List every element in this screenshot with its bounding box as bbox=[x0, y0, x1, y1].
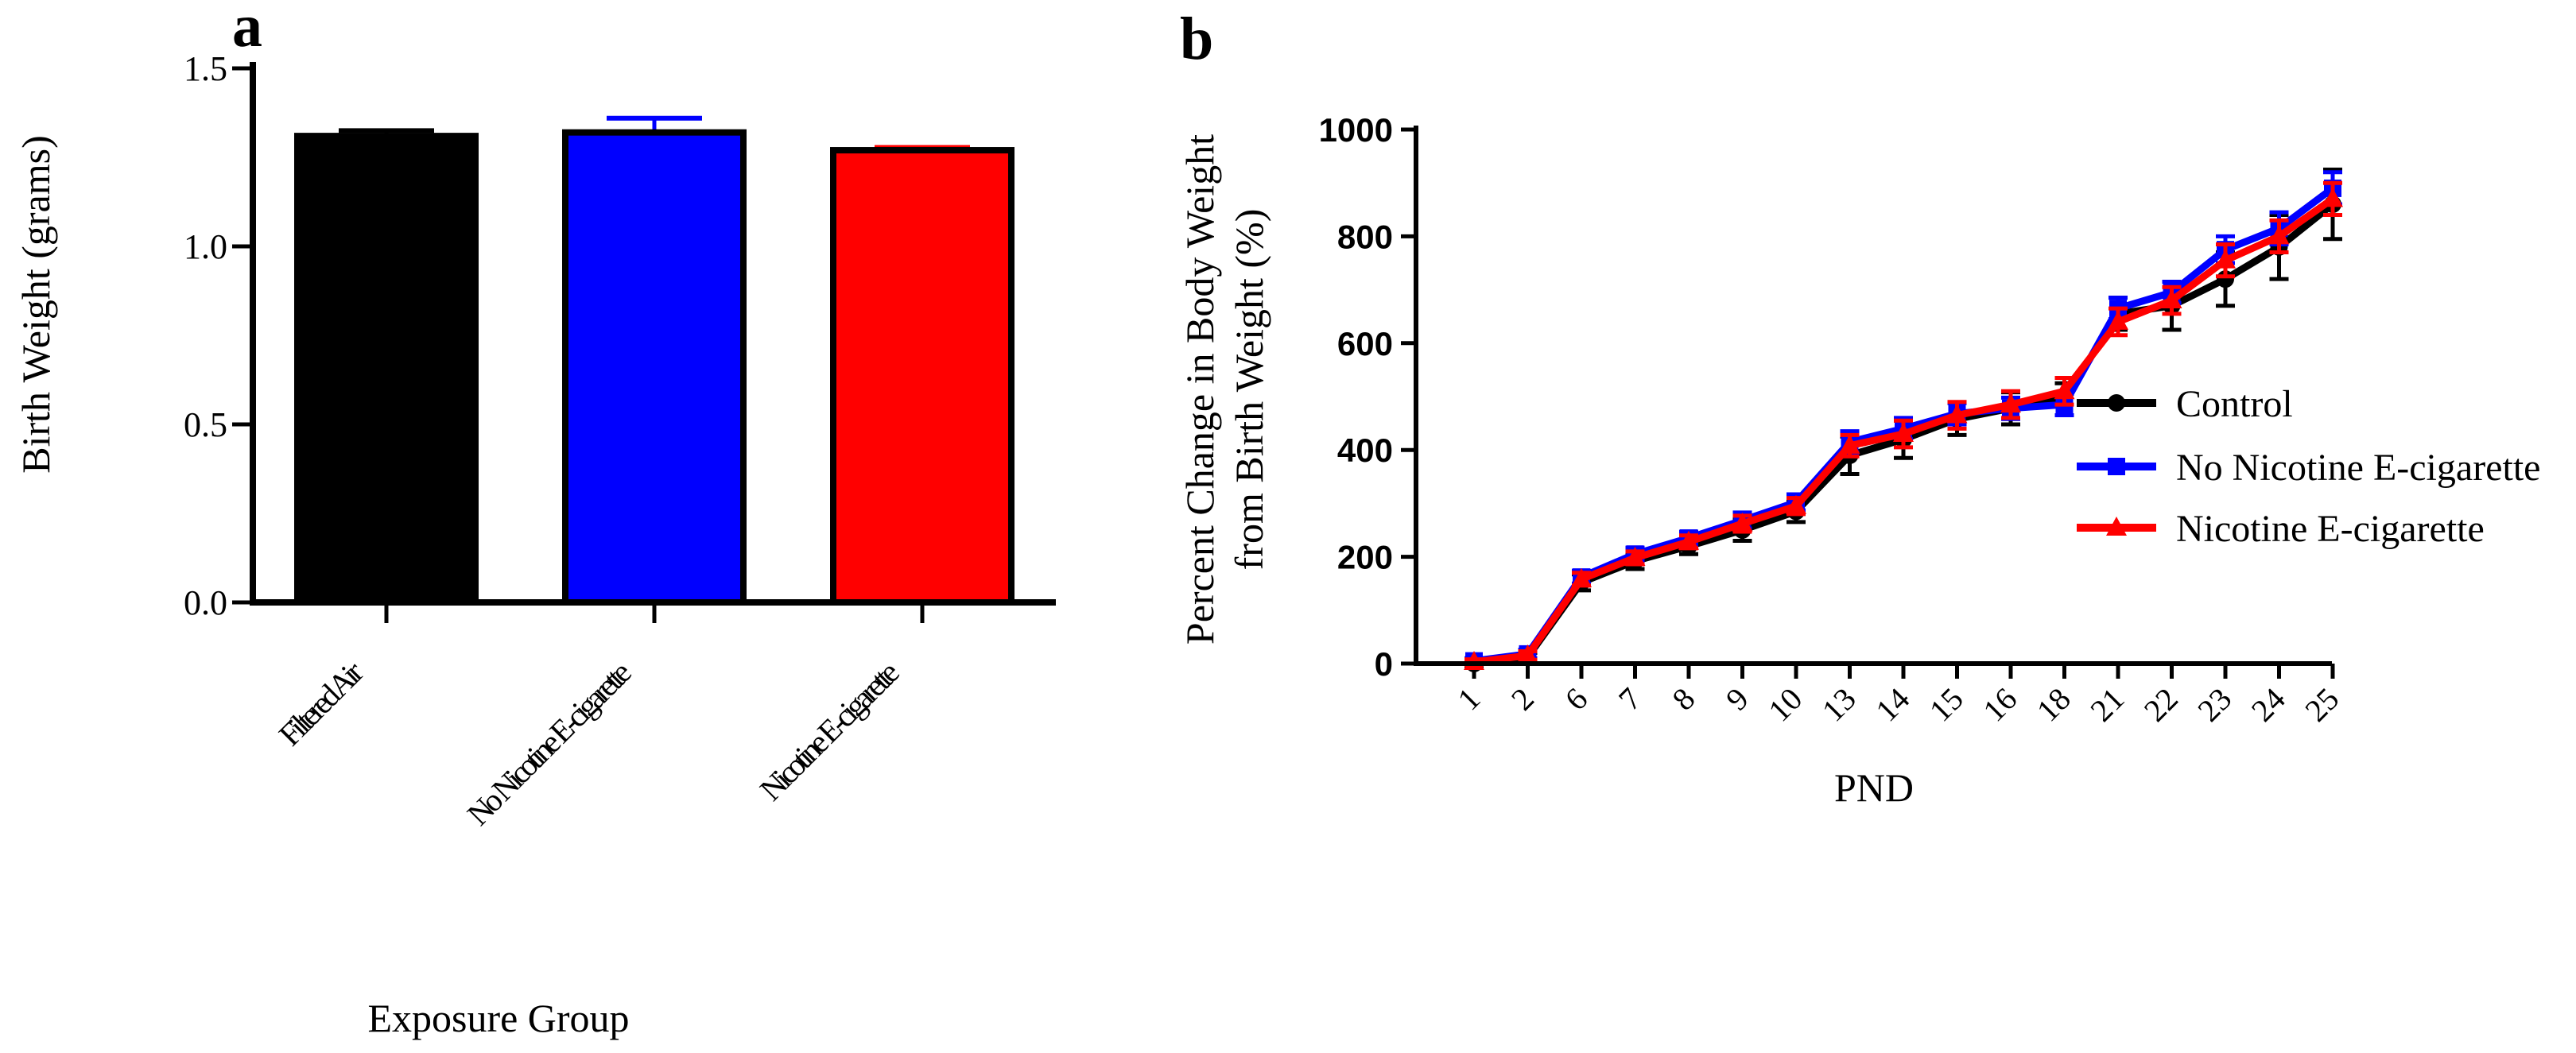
panel-b-data-point bbox=[2215, 249, 2236, 269]
panel-b-data-point bbox=[1839, 434, 1860, 454]
panel-b-x-tick-label: 8 bbox=[1665, 681, 1701, 718]
panel-b-x-tick-label: 7 bbox=[1612, 681, 1648, 718]
panel-b-y-tick-label: 600 bbox=[1337, 325, 1393, 362]
panel-b-series bbox=[1464, 167, 2343, 672]
panel-a-y-tick-label: 0.5 bbox=[184, 405, 227, 444]
panel-b-y-axis-title-line-2: from Birth Weight (%) bbox=[1227, 209, 1271, 571]
panel-a-x-tick-label: Filtered Air bbox=[272, 654, 370, 753]
panel-b-legend-marker bbox=[2108, 394, 2125, 412]
panel-b-legend-marker bbox=[2108, 458, 2125, 475]
panel-a-y-axis-title: Birth Weight (grams) bbox=[14, 135, 58, 474]
panel-b-legend: Control No Nicotine E-cigarette Nicotine E… bbox=[2077, 383, 2540, 550]
panel-b-x-tick-label: 21 bbox=[2083, 681, 2131, 729]
panel-a-label: a bbox=[232, 0, 262, 60]
panel-b-data-point bbox=[1786, 494, 1806, 514]
panel-b-data-point bbox=[1517, 644, 1538, 664]
panel-b-data-point bbox=[2268, 225, 2290, 245]
panel-a-bar bbox=[830, 147, 1014, 606]
panel-a-y-tick-label: 1.5 bbox=[184, 49, 227, 88]
panel-b-x-tick-label: 18 bbox=[2030, 681, 2077, 729]
panel-b-x-tick-label: 15 bbox=[1922, 681, 1970, 729]
panel-b-data-point bbox=[1678, 530, 1699, 550]
panel-a-x-tick-label: No Nicotine E-cigarette bbox=[460, 655, 638, 833]
panel-b-y-axis-title-line-1: Percent Change in Body Weight bbox=[1177, 134, 1222, 645]
panel-a-x-ticks: Filtered Air No Nicotine E-cigarette Nicot… bbox=[272, 602, 925, 833]
panel-a-bars bbox=[294, 115, 1014, 606]
panel-b-legend-marker bbox=[2106, 517, 2127, 536]
panel-b-data-point bbox=[1624, 546, 1646, 566]
panel-b-x-tick-label: 16 bbox=[1976, 681, 2023, 729]
panel-b-y-ticks: 0 200 400 600 800 1000 bbox=[1319, 111, 1416, 683]
panel-a-y-tick-label: 1.0 bbox=[184, 227, 227, 266]
panel-b-data-point bbox=[2108, 310, 2128, 330]
panel-b-y-tick-label: 0 bbox=[1375, 645, 1393, 683]
panel-b-legend-label: Nicotine E-cigarette bbox=[2176, 508, 2485, 550]
panel-b-data-point bbox=[1732, 512, 1753, 532]
panel-b-data-point bbox=[2322, 188, 2343, 207]
panel-b-x-tick-label: 6 bbox=[1558, 681, 1594, 718]
panel-b-x-tick-label: 22 bbox=[2137, 681, 2185, 729]
panel-b-label: b bbox=[1180, 6, 1213, 72]
panel-b-data-point bbox=[1571, 567, 1592, 587]
panel-b-data-point bbox=[2054, 380, 2075, 400]
panel-b-x-tick-label: 9 bbox=[1719, 681, 1755, 718]
panel-a-x-tick-label: Nicotine E-cigarette bbox=[753, 655, 906, 808]
panel-b-y-tick-label: 1000 bbox=[1319, 111, 1393, 149]
panel-b-x-tick-label: 24 bbox=[2244, 681, 2292, 729]
panel-b-x-axis-title: PND bbox=[1834, 765, 1914, 810]
panel-b-x-ticks: 1 2 6 7 8 9 10 13 14 15 16 18 21 22 23 24 25 bbox=[1450, 664, 2345, 729]
panel-b-x-tick-label: 13 bbox=[1815, 681, 1863, 729]
panel-b-y-tick-label: 200 bbox=[1337, 539, 1393, 576]
panel-b-x-tick-label: 1 bbox=[1450, 681, 1487, 718]
panel-a-bar-chart: a Birth Weight (grams) Exposure Group 0.… bbox=[14, 0, 1056, 1040]
panel-a-bar bbox=[294, 133, 479, 606]
panel-b-line-chart: b Percent Change in Body Weight from Bir… bbox=[1177, 6, 2540, 810]
panel-b-x-tick-label: 10 bbox=[1761, 681, 1809, 729]
panel-b-legend-label: No Nicotine E-cigarette bbox=[2176, 447, 2540, 489]
panel-a-x-axis-title: Exposure Group bbox=[367, 996, 629, 1040]
panel-b-x-tick-label: 25 bbox=[2298, 681, 2345, 729]
panel-b-legend-label: Control bbox=[2176, 383, 2293, 425]
panel-b-series-nicotine-e-cigarette bbox=[1464, 180, 2343, 670]
panel-b-data-point bbox=[1946, 404, 1968, 424]
panel-a-y-ticks: 0.0 0.5 1.0 1.5 bbox=[184, 49, 253, 622]
panel-b-x-tick-label: 14 bbox=[1868, 681, 1916, 729]
panel-a-y-tick-label: 0.0 bbox=[184, 583, 227, 622]
panel-b-y-tick-label: 400 bbox=[1337, 432, 1393, 469]
panel-b-x-tick-label: 23 bbox=[2190, 681, 2238, 729]
panel-b-data-point bbox=[1893, 423, 1914, 443]
panel-b-y-tick-label: 800 bbox=[1337, 218, 1393, 255]
panel-b-data-point bbox=[2000, 393, 2021, 413]
panel-a-bar bbox=[562, 129, 747, 606]
panel-b-x-tick-label: 2 bbox=[1504, 681, 1541, 718]
panel-b-data-point bbox=[2161, 289, 2182, 309]
